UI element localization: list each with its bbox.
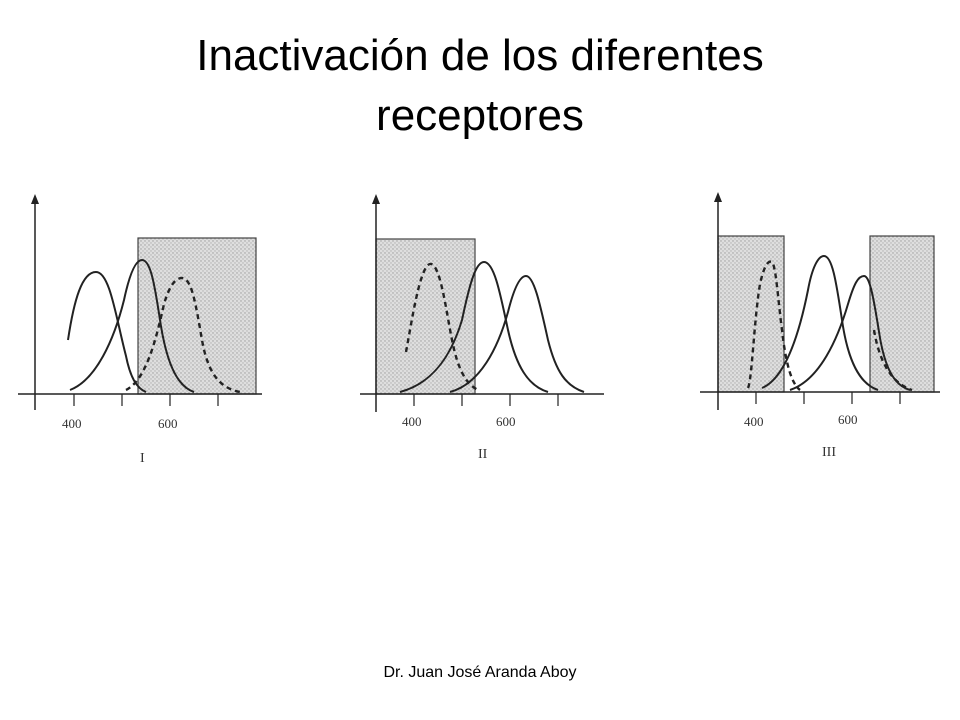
panel-2: 400 600 II bbox=[360, 194, 604, 462]
short-wave-curve bbox=[67, 270, 147, 393]
y-axis-arrow bbox=[31, 194, 39, 204]
middle-wave-curve bbox=[399, 260, 549, 393]
short-wave-curve-dashed bbox=[746, 260, 801, 391]
long-wave-curve bbox=[789, 274, 911, 391]
long-wave-dashed-tail bbox=[872, 329, 913, 392]
long-wave-curve bbox=[449, 274, 585, 393]
long-wave-curve-dashed bbox=[125, 276, 241, 394]
slide-title: Inactivación de los diferentes receptore… bbox=[80, 26, 880, 146]
y-axis-arrow bbox=[714, 192, 722, 202]
y-axis-arrow bbox=[372, 194, 380, 204]
tick-label-400: 400 bbox=[744, 414, 764, 429]
tick-label-600: 600 bbox=[838, 412, 858, 427]
shaded-region-right bbox=[869, 235, 935, 393]
receptor-diagrams: 400 600 I 400 600 II 400 600 bbox=[18, 192, 940, 466]
panel-3: 400 600 III bbox=[700, 192, 940, 460]
panel-label: I bbox=[140, 451, 145, 466]
tick-label-600: 600 bbox=[496, 414, 516, 429]
title-line-1: Inactivación de los diferentes bbox=[196, 31, 764, 80]
footer-author: Dr. Juan José Aranda Aboy bbox=[383, 664, 577, 681]
middle-wave-curve bbox=[69, 258, 195, 393]
panel-1: 400 600 I bbox=[18, 194, 262, 466]
tick-label-400: 400 bbox=[62, 416, 82, 431]
tick-label-400: 400 bbox=[402, 414, 422, 429]
shaded-region bbox=[375, 238, 476, 395]
panel-label: III bbox=[822, 445, 836, 460]
panel-label: II bbox=[478, 447, 488, 462]
title-line-2: receptores bbox=[376, 91, 584, 140]
middle-wave-curve bbox=[761, 254, 879, 391]
tick-label-600: 600 bbox=[158, 416, 178, 431]
